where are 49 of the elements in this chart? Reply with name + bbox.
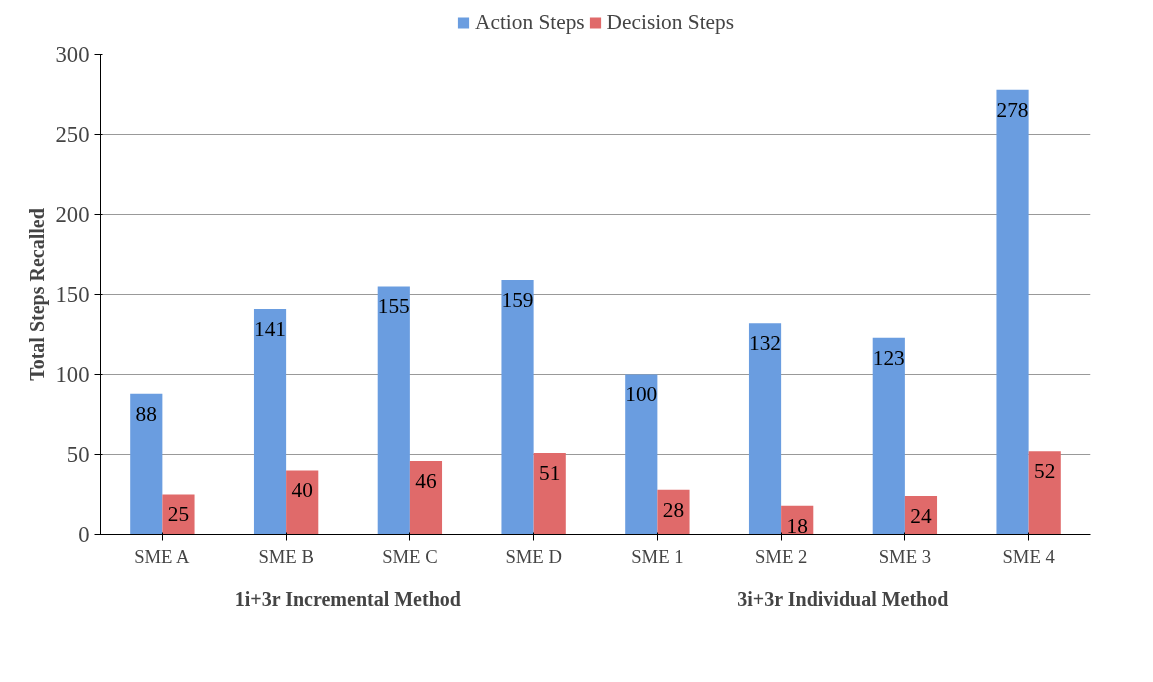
y-tick-label: 300 [55, 42, 90, 67]
y-axis-title: Total Steps Recalled [25, 208, 49, 381]
data-label: 159 [501, 287, 534, 312]
bar [1028, 451, 1061, 535]
data-label: 25 [167, 502, 190, 527]
data-label: 88 [135, 401, 157, 426]
x-tick-label: SME C [382, 545, 438, 567]
data-label: 100 [625, 382, 658, 407]
data-label: 155 [377, 294, 410, 319]
data-label: 132 [749, 331, 782, 356]
bar [625, 374, 658, 535]
data-label: 52 [1034, 459, 1056, 484]
bar [533, 452, 566, 535]
bar [748, 323, 782, 535]
y-tick-label: 100 [55, 362, 90, 387]
y-tick-label: 0 [78, 522, 90, 547]
data-label: 278 [996, 97, 1029, 122]
bar [377, 286, 410, 535]
x-tick-label: SME 3 [878, 545, 932, 567]
bar [996, 89, 1029, 535]
x-tick-label: SME D [505, 545, 562, 567]
data-label: 141 [254, 316, 287, 341]
bar [872, 337, 905, 535]
legend-label: Action Steps [475, 9, 585, 35]
bar [253, 308, 287, 535]
data-label: 123 [872, 345, 905, 370]
y-tick-label: 50 [66, 442, 90, 467]
x-tick-label: SME 2 [754, 545, 808, 567]
bar [409, 460, 443, 535]
bar [657, 489, 690, 535]
legend-label: Decision Steps [606, 9, 734, 35]
data-label: 24 [910, 503, 932, 528]
x-tick-label: SME B [258, 545, 314, 567]
data-label: 46 [415, 468, 437, 493]
text: 3i+3r Individual Method [737, 587, 949, 610]
x-tick-label: SME 1 [631, 545, 684, 567]
y-tick-label: 150 [55, 282, 90, 307]
bar [501, 280, 534, 535]
data-label: 18 [786, 513, 808, 538]
bar [130, 393, 163, 535]
text: 1i+3r Incremental Method [234, 587, 461, 610]
y-tick-label: 200 [55, 202, 90, 227]
y-tick-label: 250 [55, 122, 90, 147]
data-label: 51 [539, 460, 561, 485]
x-tick-label: SME 4 [1002, 545, 1056, 567]
data-label: 28 [662, 497, 685, 522]
data-label: 40 [291, 478, 313, 503]
x-tick-label: SME A [134, 545, 191, 567]
bar [286, 470, 319, 535]
